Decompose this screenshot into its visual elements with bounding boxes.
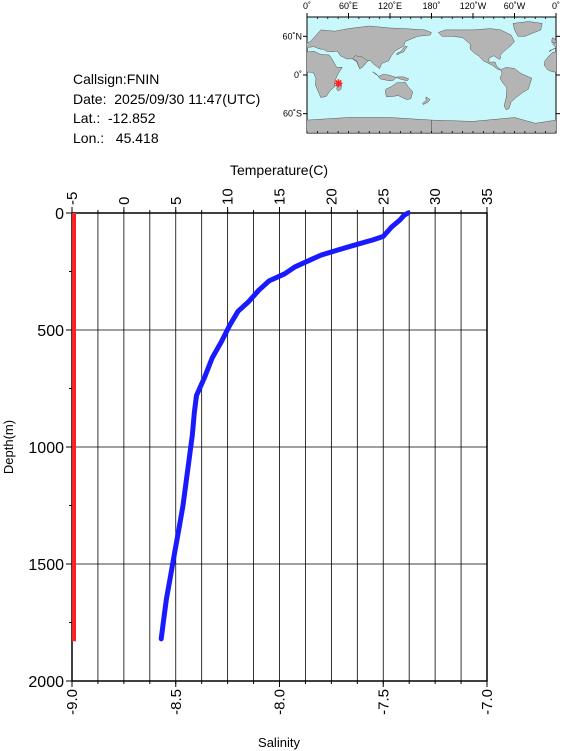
depth-tick-label: 1500 bbox=[28, 557, 64, 574]
depth-tick-label: 500 bbox=[37, 323, 64, 340]
salinity-tick-label: -9.0 bbox=[64, 689, 81, 715]
depth-tick-label: 2000 bbox=[28, 674, 64, 691]
land-europe-asia bbox=[307, 25, 432, 69]
land-uk bbox=[551, 37, 556, 44]
lat-text: Lat.: -12.852 bbox=[73, 110, 156, 126]
land-africa bbox=[543, 51, 556, 73]
chart-ticks: -5 0 5 10 15 20 25 30 35-9.0 -8.5 -8.0 -7.5 -7.00500… bbox=[28, 188, 496, 715]
land-antarctica bbox=[431, 117, 556, 133]
salinity-tick-label: -8.5 bbox=[168, 689, 185, 715]
lon-text: Lon.: 45.418 bbox=[73, 129, 159, 146]
world-map: 0˚ 60˚E 120˚E 180˚ 120˚W 60˚W 0˚ 60˚N 0˚ 60˚S bbox=[282, 1, 560, 134]
temperature-tick-label: 10 bbox=[220, 188, 237, 205]
temperature-tick-label: 15 bbox=[272, 188, 289, 205]
salinity-tick-label: -7.5 bbox=[375, 689, 392, 715]
date-text: Date: 2025/09/30 11:47(UTC) bbox=[73, 90, 261, 107]
salinity-tick-label: -8.0 bbox=[272, 689, 289, 715]
land-north-america bbox=[437, 28, 515, 71]
temperature-tick-label: 5 bbox=[168, 197, 185, 205]
salinity-tick-label: -7.0 bbox=[479, 689, 496, 715]
callsign-text: Callsign:FNIN bbox=[73, 71, 160, 87]
chart-grid bbox=[71, 212, 488, 682]
land-greenland bbox=[512, 21, 543, 37]
map-lon-tick: 120˚W bbox=[460, 1, 487, 11]
station-info: Callsign:FNIN Date: 2025/09/30 11:47(UTC… bbox=[73, 70, 260, 148]
depth-tick-label: 1000 bbox=[28, 440, 64, 457]
map-lon-tick: 0˚ bbox=[552, 1, 560, 11]
land-indonesia bbox=[372, 71, 410, 82]
temperature-tick-label: 0 bbox=[116, 197, 133, 205]
land-uk bbox=[307, 40, 309, 43]
chart-series bbox=[72, 210, 411, 642]
map-ticks: 0˚ 60˚E 120˚E 180˚ 120˚W 60˚W 0˚ 60˚N 0˚ 60˚S bbox=[282, 1, 560, 133]
land-europe-asia bbox=[548, 42, 556, 53]
land-south-america bbox=[499, 67, 533, 111]
map-lat-tick: 0˚ bbox=[294, 70, 302, 80]
map-lon-tick: 180˚ bbox=[422, 1, 440, 11]
x-top-label: Temperature(C) bbox=[230, 162, 328, 178]
land-australia bbox=[384, 81, 414, 100]
land-arabia-india bbox=[352, 55, 369, 69]
temperature-tick-label: 20 bbox=[323, 188, 340, 205]
map-lon-tick: 0˚ bbox=[303, 1, 311, 11]
y-axis-label: Depth(m) bbox=[1, 420, 16, 474]
land-japan bbox=[396, 45, 408, 56]
x-bottom-label: Salinity bbox=[258, 735, 300, 750]
temperature-tick-label: 25 bbox=[375, 188, 392, 205]
depth-tick-label: 0 bbox=[55, 206, 64, 223]
temperature-tick-label: 35 bbox=[479, 188, 496, 205]
station-marker bbox=[334, 79, 343, 88]
map-lat-tick: 60˚S bbox=[283, 109, 302, 119]
temperature-tick-label: 30 bbox=[427, 188, 444, 205]
land-new-zealand bbox=[422, 96, 431, 105]
map-lon-tick: 120˚E bbox=[378, 1, 402, 11]
land-antarctica bbox=[307, 117, 432, 133]
map-lon-tick: 60˚W bbox=[504, 1, 526, 11]
temperature-tick-label: -5 bbox=[64, 192, 81, 205]
temperature-series-line bbox=[158, 210, 411, 642]
map-land bbox=[307, 21, 556, 133]
map-lat-tick: 60˚N bbox=[282, 31, 302, 41]
map-lon-tick: 60˚E bbox=[339, 1, 358, 11]
land-africa bbox=[307, 50, 343, 98]
